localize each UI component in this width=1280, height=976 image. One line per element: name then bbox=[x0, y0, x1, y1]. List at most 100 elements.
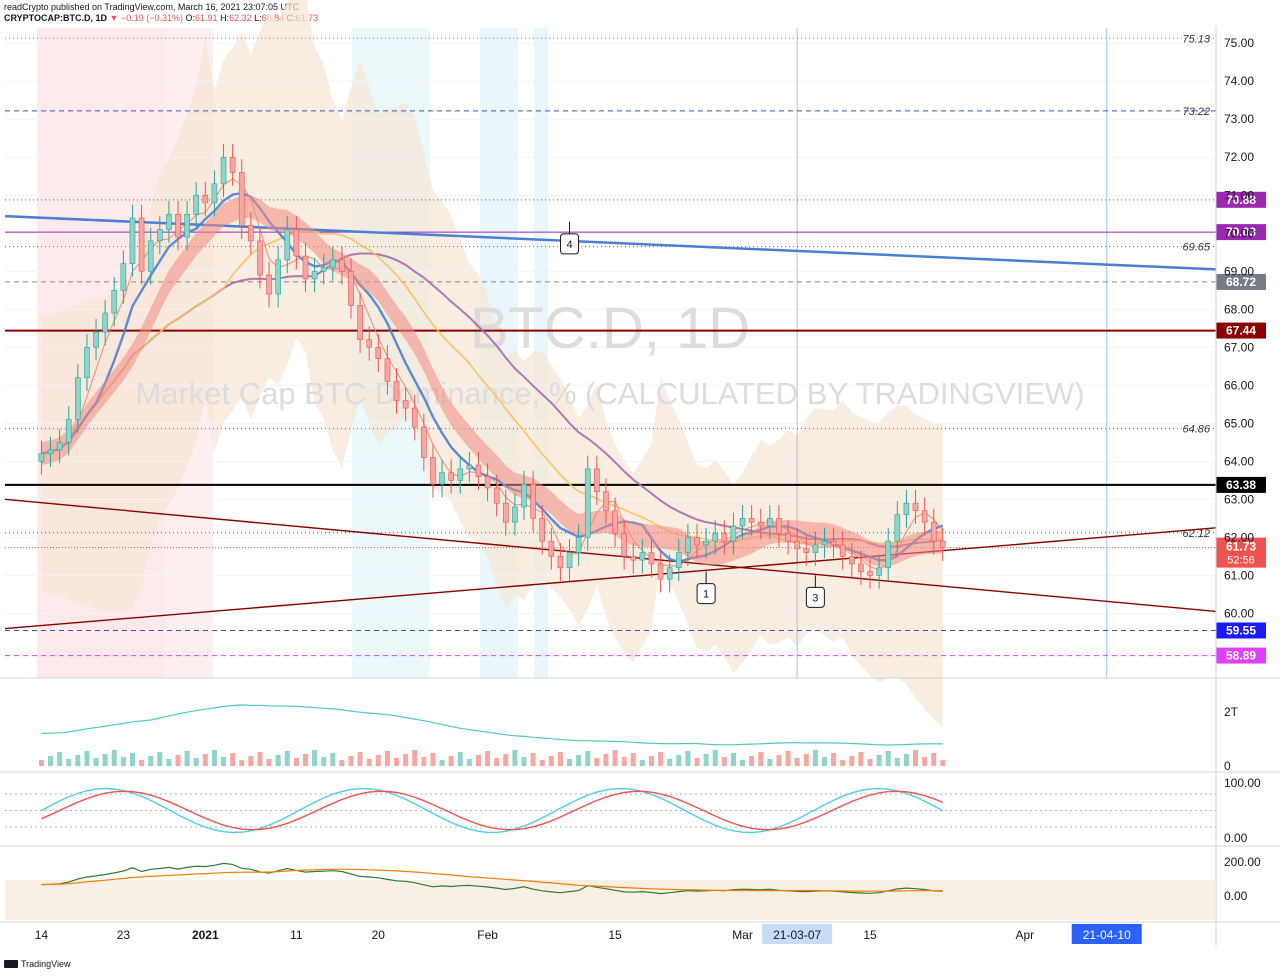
candle-body-77 bbox=[739, 518, 746, 527]
candle-body-76 bbox=[730, 525, 737, 542]
volume-bar-22 bbox=[239, 760, 245, 766]
volume-bar-87 bbox=[831, 753, 837, 766]
volume-bar-79 bbox=[758, 752, 764, 766]
candle-body-5 bbox=[84, 346, 90, 379]
volume-bar-71 bbox=[685, 751, 691, 766]
volume-bar-80 bbox=[767, 759, 773, 766]
candle-body-23 bbox=[248, 225, 254, 242]
candle-body-8 bbox=[111, 289, 118, 314]
volume-bar-13 bbox=[157, 752, 163, 766]
candle-body-38 bbox=[384, 358, 391, 382]
volume-bar-96 bbox=[913, 750, 919, 766]
volume-bar-25 bbox=[266, 759, 272, 766]
candle-body-99 bbox=[940, 540, 946, 548]
candle-body-12 bbox=[147, 240, 154, 272]
candle-body-15 bbox=[175, 213, 181, 238]
volume-bar-40 bbox=[403, 754, 409, 766]
candle-body-22 bbox=[238, 172, 245, 226]
volume-bar-19 bbox=[211, 750, 217, 766]
level-tag-text-2: 70.88 bbox=[1226, 193, 1256, 207]
x-tick-6: 15 bbox=[608, 928, 622, 942]
y-tick-8: 68.00 bbox=[1224, 302, 1254, 316]
volume-bar-5 bbox=[84, 751, 90, 766]
candle-body-63 bbox=[612, 510, 618, 534]
x-tick-8: 15 bbox=[863, 928, 877, 942]
candle-body-34 bbox=[348, 270, 354, 306]
candle-body-88 bbox=[839, 544, 846, 557]
pane1-line bbox=[41, 704, 943, 746]
x-highlight-box-1 bbox=[1071, 924, 1142, 944]
candle-body-9 bbox=[120, 263, 127, 291]
candle-body-78 bbox=[748, 518, 755, 523]
pane3-tick-0: 200.00 bbox=[1224, 855, 1261, 869]
x-tick-5: Feb bbox=[477, 928, 498, 942]
x-highlight-text-1: 21-04-10 bbox=[1083, 928, 1131, 942]
level-tag-text-6: 67.44 bbox=[1226, 324, 1256, 338]
candle-body-6 bbox=[93, 331, 99, 348]
candle-body-79 bbox=[757, 521, 764, 527]
candle-body-40 bbox=[402, 400, 409, 409]
candle-body-19 bbox=[211, 183, 218, 204]
volume-bar-98 bbox=[931, 753, 937, 766]
volume-bar-45 bbox=[448, 756, 454, 766]
candle-body-91 bbox=[867, 571, 873, 576]
candle-body-97 bbox=[921, 510, 928, 523]
countdown-text: 52:56 bbox=[1227, 555, 1255, 567]
candle-body-16 bbox=[184, 213, 190, 238]
candle-body-89 bbox=[848, 556, 855, 565]
pane2-tick-0: 100.00 bbox=[1224, 776, 1261, 790]
candle-body-59 bbox=[575, 537, 582, 553]
volume-bar-74 bbox=[712, 750, 718, 766]
level-tag-6 bbox=[1216, 322, 1266, 339]
candle-body-37 bbox=[375, 346, 382, 360]
volume-bar-47 bbox=[466, 759, 472, 766]
candle-body-75 bbox=[721, 533, 728, 542]
candle-body-94 bbox=[894, 514, 901, 542]
watermark-title: BTC.D, 1D bbox=[470, 296, 750, 361]
level-tag-text-8: 63.38 bbox=[1226, 478, 1256, 492]
footer-brand: TradingView bbox=[21, 959, 71, 969]
volume-bar-76 bbox=[730, 753, 736, 766]
candle-body-85 bbox=[812, 544, 819, 553]
change-label: ▼ −0.19 (−0.31%) bbox=[109, 13, 183, 23]
candle-body-14 bbox=[166, 213, 172, 230]
level-tag-text-10: 59.55 bbox=[1226, 623, 1256, 637]
candle-body-35 bbox=[357, 305, 363, 340]
level-tag-text-3: 70.03 bbox=[1226, 225, 1256, 239]
volume-bar-90 bbox=[858, 752, 864, 766]
y-tick-11: 71.00 bbox=[1224, 188, 1254, 202]
y-tick-9: 69.00 bbox=[1224, 264, 1254, 278]
y-tick-5: 65.00 bbox=[1224, 416, 1254, 430]
y-tick-15: 75.00 bbox=[1224, 36, 1254, 50]
volume-bar-2 bbox=[57, 752, 63, 766]
level-label-7: 64.86 bbox=[1182, 424, 1210, 436]
x-tick-4: 20 bbox=[372, 928, 386, 942]
volume-bar-41 bbox=[412, 750, 418, 766]
candle-body-17 bbox=[193, 194, 200, 215]
publish-info: readCrypto published on TradingView.com,… bbox=[4, 2, 300, 12]
level-tag-text-11: 58.89 bbox=[1226, 649, 1256, 663]
volume-bar-69 bbox=[667, 759, 673, 766]
candle-body-54 bbox=[530, 483, 536, 519]
candle-body-36 bbox=[366, 339, 373, 348]
volume-bar-66 bbox=[639, 760, 645, 766]
level-tag-10 bbox=[1216, 622, 1266, 639]
candle-body-57 bbox=[557, 556, 564, 569]
volume-bar-77 bbox=[740, 760, 746, 766]
candle-body-67 bbox=[648, 552, 655, 565]
candle-body-84 bbox=[803, 548, 810, 553]
candle-body-7 bbox=[102, 312, 108, 333]
volume-bar-88 bbox=[840, 760, 846, 766]
level-tag-11 bbox=[1216, 647, 1266, 664]
candle-body-41 bbox=[411, 407, 418, 428]
y-tick-3: 63.00 bbox=[1224, 492, 1254, 506]
volume-bar-31 bbox=[321, 757, 327, 766]
candle-body-95 bbox=[903, 502, 910, 515]
x-highlight-box-0 bbox=[762, 924, 833, 944]
y-tick-1: 61.00 bbox=[1224, 568, 1254, 582]
volume-bar-0 bbox=[38, 760, 44, 766]
volume-bar-68 bbox=[658, 752, 664, 766]
volume-bar-30 bbox=[312, 750, 318, 766]
volume-bar-18 bbox=[202, 754, 208, 766]
